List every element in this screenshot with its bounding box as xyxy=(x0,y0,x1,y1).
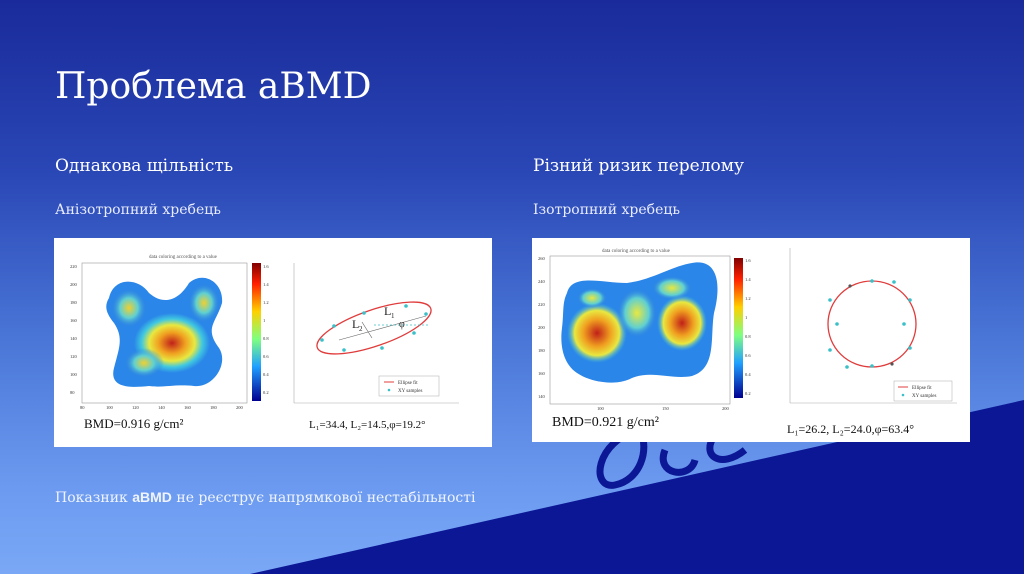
right-bmd-value: BMD=0.921 g/cm² xyxy=(552,415,659,430)
svg-text:200: 200 xyxy=(722,406,730,411)
right-figure: data coloring according to a value 1.6 1… xyxy=(532,238,970,442)
svg-text:1.2: 1.2 xyxy=(263,300,269,305)
right-figure-graphic: data coloring according to a value 1.6 1… xyxy=(538,248,957,436)
right-heading: Різний ризик перелому xyxy=(533,156,744,176)
legend-ellipse-fit: Ellipse fit xyxy=(912,386,932,391)
svg-text:160: 160 xyxy=(70,318,78,323)
left-subheading: Анізотропний хребець xyxy=(55,202,221,218)
left-figure: data coloring according to a value 1.6 1… xyxy=(54,238,492,447)
svg-text:1.4: 1.4 xyxy=(263,282,269,287)
svg-text:260: 260 xyxy=(538,256,546,261)
svg-text:0.2: 0.2 xyxy=(263,390,269,395)
svg-text:100: 100 xyxy=(106,405,114,410)
svg-text:0.2: 0.2 xyxy=(745,391,751,396)
svg-text:1.4: 1.4 xyxy=(745,277,751,282)
svg-text:2: 2 xyxy=(359,325,363,333)
slide-title: Проблема aBMD xyxy=(55,66,372,107)
svg-text:100: 100 xyxy=(70,372,78,377)
svg-text:φ: φ xyxy=(399,319,405,330)
svg-text:180: 180 xyxy=(210,405,218,410)
svg-text:180: 180 xyxy=(538,348,546,353)
svg-text:80: 80 xyxy=(70,390,75,395)
svg-text:220: 220 xyxy=(538,302,546,307)
legend-ellipse-fit: Ellipse fit xyxy=(398,381,418,386)
right-subheading: Ізотропний хребець xyxy=(533,202,680,218)
svg-text:100: 100 xyxy=(597,406,605,411)
svg-text:160: 160 xyxy=(538,371,546,376)
svg-text:1: 1 xyxy=(745,315,747,320)
footer-note: Показник aBMD не реєструє напрямкової не… xyxy=(55,489,476,506)
svg-text:140: 140 xyxy=(158,405,166,410)
svg-text:200: 200 xyxy=(538,325,546,330)
svg-text:1.2: 1.2 xyxy=(745,296,751,301)
svg-text:120: 120 xyxy=(70,354,78,359)
svg-text:1.6: 1.6 xyxy=(263,264,269,269)
left-figure-graphic: data coloring according to a value 1.6 1… xyxy=(70,255,459,431)
left-bmd-value: BMD=0.916 g/cm² xyxy=(84,416,183,431)
left-heatmap-title: data coloring according to a value xyxy=(149,255,218,260)
legend-xy-samples: XY samples xyxy=(398,389,422,394)
right-heatmap-title: data coloring according to a value xyxy=(602,249,671,254)
svg-text:140: 140 xyxy=(538,394,546,399)
svg-text:220: 220 xyxy=(70,264,78,269)
left-ellipse-params: L₁=34.4, L₂=14.5,φ=19.2° xyxy=(309,419,425,431)
svg-text:0.8: 0.8 xyxy=(745,334,751,339)
left-heading: Однакова щільність xyxy=(55,156,234,176)
svg-text:0.8: 0.8 xyxy=(263,336,269,341)
svg-text:150: 150 xyxy=(662,406,670,411)
right-ellipse-params: L₁=26.2, L₂=24.0,φ=63.4° xyxy=(787,422,914,436)
svg-text:80: 80 xyxy=(80,405,85,410)
svg-text:1: 1 xyxy=(391,312,395,320)
svg-text:200: 200 xyxy=(236,405,244,410)
svg-text:140: 140 xyxy=(70,336,78,341)
svg-text:1: 1 xyxy=(263,318,265,323)
footer-bold: aBMD xyxy=(132,489,172,505)
svg-text:180: 180 xyxy=(70,300,78,305)
svg-text:240: 240 xyxy=(538,279,546,284)
svg-text:0.4: 0.4 xyxy=(745,372,751,377)
svg-text:120: 120 xyxy=(132,405,140,410)
svg-text:0.4: 0.4 xyxy=(263,372,269,377)
footer-suffix: не реєструє напрямкової нестабільності xyxy=(171,490,476,506)
svg-text:0.6: 0.6 xyxy=(745,353,751,358)
svg-text:L: L xyxy=(384,304,391,318)
svg-text:L: L xyxy=(352,317,359,331)
svg-text:200: 200 xyxy=(70,282,78,287)
footer-prefix: Показник xyxy=(55,490,133,506)
legend-xy-samples: XY samples xyxy=(912,394,936,399)
svg-text:1.6: 1.6 xyxy=(745,258,751,263)
svg-text:0.6: 0.6 xyxy=(263,354,269,359)
svg-text:160: 160 xyxy=(184,405,192,410)
